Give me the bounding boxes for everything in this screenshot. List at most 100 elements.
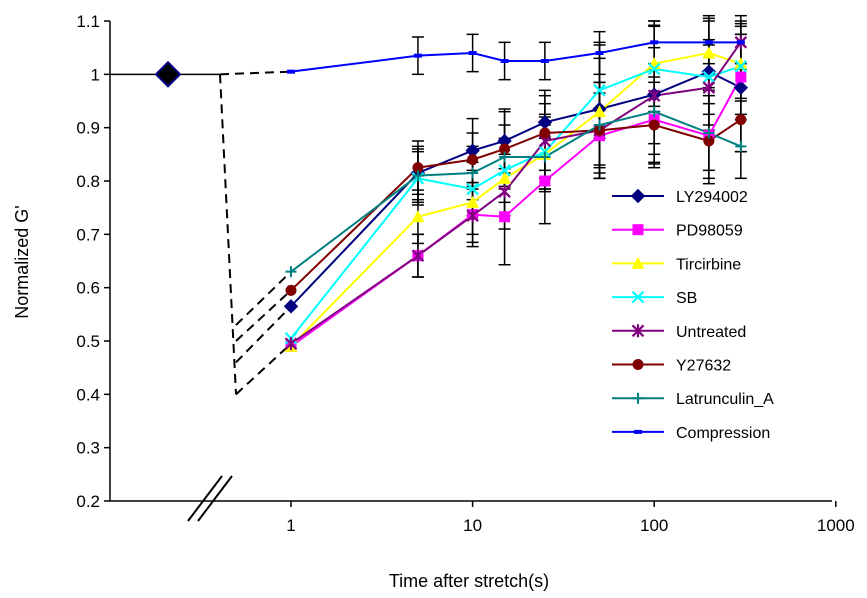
series-line-ly294002 xyxy=(290,70,742,308)
y-tick-label: 1.1 xyxy=(76,12,100,31)
data-point-sb xyxy=(498,164,511,177)
data-point-untreated xyxy=(411,249,425,263)
legend-label: Y27632 xyxy=(676,358,731,375)
data-point-pd98059 xyxy=(499,211,511,223)
legend-label: Latrunculin_A xyxy=(676,391,774,408)
y-tick-label: 0.7 xyxy=(76,225,100,244)
data-point-compression xyxy=(413,53,422,58)
series-line-pd98059 xyxy=(290,76,742,348)
series-line-y27632 xyxy=(290,118,742,292)
y-tick-label: 1 xyxy=(91,65,100,84)
data-point-untreated xyxy=(647,89,661,103)
legend-marker xyxy=(631,290,645,304)
data-point-sb xyxy=(702,70,716,84)
data-point-latrunculin-a xyxy=(703,127,715,139)
legend-item-tircirbine: Tircirbine xyxy=(612,256,741,273)
data-point-latrunculin-a xyxy=(285,266,297,278)
data-point-untreated xyxy=(466,209,479,223)
data-point-tircirbine xyxy=(466,195,480,208)
x-tick-label: 1 xyxy=(286,516,295,535)
data-point-compression xyxy=(468,51,477,55)
legend-label: SB xyxy=(676,290,697,307)
legend-label: LY294002 xyxy=(676,189,748,206)
data-point-latrunculin-a xyxy=(467,167,479,179)
stretch-dash-line xyxy=(235,305,292,364)
data-point-sb xyxy=(647,62,661,76)
data-point-latrunculin-a xyxy=(499,151,511,163)
data-point-y27632 xyxy=(648,119,660,131)
legend-marker xyxy=(630,188,646,204)
data-point-compression xyxy=(650,40,659,45)
data-point-ly294002 xyxy=(733,80,749,95)
data-point-compression xyxy=(704,40,713,45)
legend-label: Compression xyxy=(676,425,770,442)
data-point-y27632 xyxy=(735,114,747,126)
legend-item-y27632: Y27632 xyxy=(612,358,731,375)
data-point-latrunculin-a xyxy=(539,151,551,163)
legend-label: PD98059 xyxy=(676,223,743,240)
y-tick-label: 0.8 xyxy=(76,172,100,191)
data-point-tircirbine xyxy=(411,210,425,223)
data-point-y27632 xyxy=(467,154,479,166)
data-point-compression xyxy=(500,59,509,63)
stretch-dash-lines xyxy=(110,70,292,396)
data-point-tircirbine xyxy=(702,46,716,59)
y-tick-label: 0.3 xyxy=(76,439,100,458)
legend-item-compression: Compression xyxy=(612,425,770,442)
x-tick-label: 1000 xyxy=(817,516,855,535)
stretch-dash-line xyxy=(235,342,292,396)
data-point-untreated xyxy=(702,81,716,95)
data-point-sb xyxy=(466,182,479,196)
legend-item-untreated: Untreated xyxy=(612,324,746,341)
legend-marker xyxy=(632,224,644,236)
baseline-diamond-marker xyxy=(154,60,182,88)
data-point-compression xyxy=(595,51,604,55)
y-tick-label: 0.2 xyxy=(76,492,100,511)
data-point-y27632 xyxy=(539,127,551,139)
legend-item-pd98059: PD98059 xyxy=(612,223,743,240)
legend-item-ly294002: LY294002 xyxy=(612,188,748,206)
data-point-latrunculin-a xyxy=(735,140,747,152)
y-tick-label: 0.9 xyxy=(76,119,100,138)
legend-label: Untreated xyxy=(676,324,746,341)
data-point-latrunculin-a xyxy=(594,119,606,131)
data-point-tircirbine xyxy=(734,57,748,70)
legend: LY294002 PD98059 Tircirbine SB Untreated Y276… xyxy=(612,188,774,442)
data-point-sb xyxy=(734,60,748,73)
series-line-compression xyxy=(290,41,741,73)
axes: 0.2 0.3 0.4 0.5 0.6 0.7 0.8 0.9 1 1.1 1 10 100 1000 xyxy=(76,12,854,535)
legend-marker xyxy=(632,359,644,370)
stretch-dash-line xyxy=(235,289,292,342)
series-line-tircirbine xyxy=(290,51,742,348)
legend-marker xyxy=(631,256,645,269)
x-tick-label: 100 xyxy=(640,516,668,535)
y-tick-label: 0.5 xyxy=(76,332,100,351)
series-markers xyxy=(154,35,749,352)
data-point-y27632 xyxy=(285,284,297,296)
stretch-dash-line xyxy=(219,74,237,395)
data-point-untreated xyxy=(284,337,298,351)
legend-marker xyxy=(631,324,645,338)
stretch-dash-line xyxy=(235,270,292,326)
x-tick-label: 10 xyxy=(463,516,482,535)
data-point-ly294002 xyxy=(537,115,553,130)
legend-item-latrunculin-a: Latrunculin_A xyxy=(612,391,774,408)
data-point-compression xyxy=(736,40,745,45)
data-point-y27632 xyxy=(499,143,511,155)
legend-marker xyxy=(632,392,644,404)
y-tick-label: 0.4 xyxy=(76,385,100,404)
axis-break-mark xyxy=(187,475,223,522)
data-point-y27632 xyxy=(703,135,715,147)
data-point-tircirbine xyxy=(593,105,607,118)
data-point-compression xyxy=(540,59,549,63)
data-point-latrunculin-a xyxy=(648,106,660,118)
data-point-latrunculin-a xyxy=(412,170,424,182)
data-point-untreated xyxy=(498,185,511,199)
legend-item-sb: SB xyxy=(612,290,697,307)
compression-dash-line xyxy=(219,70,292,76)
x-axis-title: Time after stretch(s) xyxy=(389,571,549,591)
y-tick-label: 0.6 xyxy=(76,279,100,298)
y-axis-title: Normalized G' xyxy=(12,205,32,318)
data-point-pd98059 xyxy=(539,175,551,187)
